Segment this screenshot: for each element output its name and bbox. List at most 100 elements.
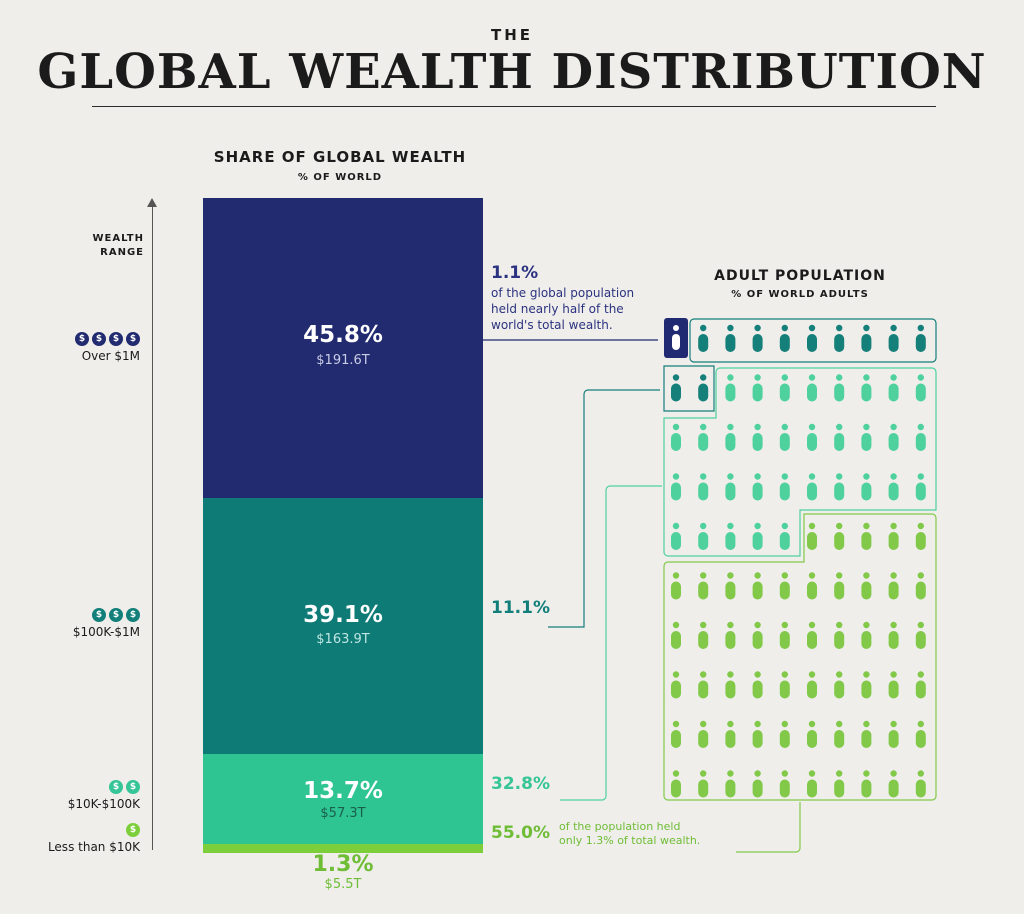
person-icon <box>671 621 681 649</box>
person-icon <box>861 621 872 649</box>
person-icon <box>861 423 872 451</box>
connector-10k-100k <box>560 485 662 801</box>
wealth-pct-label: 45.8% <box>303 322 383 348</box>
person-icon <box>698 473 709 501</box>
person-icon <box>861 522 872 550</box>
person-icon <box>915 473 926 501</box>
title-eyebrow: THE <box>490 26 534 44</box>
person-icon <box>888 324 899 352</box>
person-icon <box>752 671 763 699</box>
dollar-coin-icon: $ <box>75 332 89 346</box>
person-icon <box>698 720 709 748</box>
person-icon <box>807 423 817 451</box>
population-chart-subtitle: % OF WORLD ADULTS <box>731 289 869 300</box>
wealth-chart-title: SHARE OF GLOBAL WEALTH <box>213 148 467 166</box>
person-icon <box>698 374 709 402</box>
pop-pct-100k-1m: 11.1% <box>491 598 550 618</box>
person-icon <box>807 324 817 352</box>
person-icon <box>888 621 899 649</box>
person-icon <box>779 423 790 451</box>
person-icon <box>725 572 736 600</box>
person-icon <box>915 522 926 550</box>
person-icon <box>725 770 736 798</box>
dollar-coin-icon: $ <box>109 332 123 346</box>
connector-lines <box>483 339 801 853</box>
tier-label-text: Less than $10K <box>47 840 140 854</box>
person-icon <box>779 770 790 798</box>
pop-desc-less-10k: of the population held only 1.3% of tota… <box>559 820 729 848</box>
person-icon <box>779 522 790 550</box>
person-icon <box>915 324 926 352</box>
tier-label-text: $100K-$1M <box>72 625 140 639</box>
person-icon <box>861 473 872 501</box>
person-icon <box>888 671 899 699</box>
person-icon <box>752 423 763 451</box>
person-icon <box>752 572 763 600</box>
dollar-coin-icon: $ <box>126 780 140 794</box>
wealth-bar-less-10k <box>203 844 483 853</box>
person-icon <box>752 621 763 649</box>
person-icon <box>671 423 681 451</box>
person-icon <box>915 572 926 600</box>
coin-icons: $ <box>48 823 140 837</box>
dollar-coin-icon: $ <box>126 823 140 837</box>
dollar-coin-icon: $ <box>109 608 123 622</box>
person-icon <box>807 671 817 699</box>
person-icon <box>888 720 899 748</box>
person-icon <box>888 770 899 798</box>
pop-pct-less-10k: 55.0% <box>491 823 550 843</box>
person-icon <box>671 374 681 402</box>
person-icon <box>861 374 872 402</box>
person-icon <box>915 671 926 699</box>
outline-100k-1m-bottom <box>663 365 715 412</box>
person-icon <box>834 324 845 352</box>
wealth-amount-label: $191.6T <box>316 353 370 368</box>
person-icon <box>915 423 926 451</box>
person-icon <box>888 423 899 451</box>
dollar-coin-icon: $ <box>92 332 106 346</box>
population-chart-title: ADULT POPULATION <box>714 268 886 284</box>
tier-label-100k-1m: $ $ $ $100K-$1M <box>73 608 140 639</box>
person-icon <box>671 770 681 798</box>
person-icon <box>807 374 817 402</box>
outline-10k-100k <box>663 367 937 557</box>
person-icon <box>779 374 790 402</box>
outline-100k-1m-top <box>689 318 937 363</box>
person-icon <box>915 374 926 402</box>
pop-desc-over-1m: of the global population held nearly hal… <box>491 286 635 332</box>
person-icon <box>861 671 872 699</box>
person-icon <box>725 473 736 501</box>
person-icon <box>834 423 845 451</box>
person-icon <box>671 522 681 550</box>
dollar-coin-icon: $ <box>126 608 140 622</box>
axis-label: WEALTH RANGE <box>92 233 144 258</box>
wealth-chart-subtitle: % OF WORLD <box>297 172 383 183</box>
person-icon <box>698 324 709 352</box>
wealth-amount-label-less-10k: $5.5T <box>324 877 362 892</box>
person-icon <box>698 423 709 451</box>
wealth-pct-label-less-10k: 1.3% <box>312 852 374 877</box>
person-icon <box>779 720 790 748</box>
person-icon <box>807 572 817 600</box>
person-icon <box>834 522 845 550</box>
person-icon <box>698 671 709 699</box>
person-icon <box>725 621 736 649</box>
person-icon <box>834 770 845 798</box>
person-icon <box>725 671 736 699</box>
person-icon <box>861 572 872 600</box>
person-icon <box>725 374 736 402</box>
dollar-coin-icon: $ <box>92 608 106 622</box>
outline-less-10k <box>663 513 937 801</box>
person-icon <box>779 473 790 501</box>
tier-label-text: Over $1M <box>81 349 140 363</box>
tier-label-text: $10K-$100K <box>67 797 140 811</box>
person-icon <box>915 621 926 649</box>
person-icon <box>779 621 790 649</box>
wealth-pct-label: 39.1% <box>303 602 383 628</box>
person-icon <box>698 770 709 798</box>
person-icon <box>779 324 790 352</box>
page-title: GLOBAL WEALTH DISTRIBUTION <box>37 44 987 100</box>
coin-icons: $ $ $ <box>73 608 140 622</box>
person-icon <box>861 770 872 798</box>
person-icon <box>752 473 763 501</box>
